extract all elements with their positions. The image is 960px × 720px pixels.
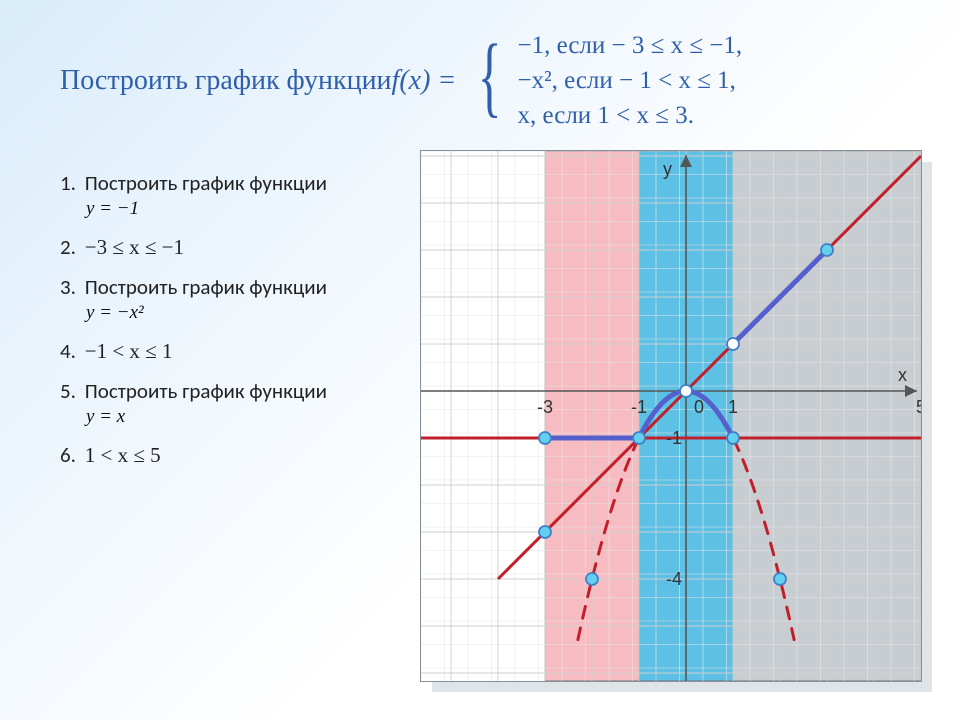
svg-text:-4: -4	[666, 569, 682, 589]
list-item: 1. Построить график функции y = −1	[60, 170, 400, 220]
chart: y x -3 -1 0 1 5 -1 -4	[420, 150, 920, 680]
case-line: −x², если − 1 < x ≤ 1,	[518, 63, 743, 98]
chart-svg: y x -3 -1 0 1 5 -1 -4	[420, 150, 922, 682]
list-item: 3. Построить график функции y = −x²	[60, 274, 400, 324]
list-item: 4. −1 < x ≤ 1	[60, 338, 400, 364]
brace-icon: {	[478, 42, 502, 112]
list-item: 6. 1 < x ≤ 5	[60, 442, 400, 468]
svg-text:-1: -1	[666, 428, 682, 448]
svg-text:-3: -3	[537, 397, 553, 417]
list-item: 2. −3 ≤ x ≤ −1	[60, 234, 400, 260]
svg-text:y: y	[663, 159, 672, 179]
page-title: Построить график функции f(x) = { −1, ес…	[60, 28, 920, 133]
svg-text:-1: -1	[631, 397, 647, 417]
title-fx: f(x) =	[392, 62, 457, 100]
svg-text:5: 5	[916, 397, 922, 417]
case-line: x, если 1 < x ≤ 3.	[518, 98, 743, 133]
list-item: 5. Построить график функции y = x	[60, 378, 400, 428]
title-cases: −1, если − 3 ≤ x ≤ −1, −x², если − 1 < x…	[518, 28, 743, 133]
case-line: −1, если − 3 ≤ x ≤ −1,	[518, 28, 743, 63]
steps-list: 1. Построить график функции y = −1 2. −3…	[60, 170, 400, 482]
svg-text:1: 1	[728, 397, 738, 417]
svg-text:x: x	[898, 365, 907, 385]
title-lead: Построить график функции	[60, 62, 392, 100]
svg-text:0: 0	[694, 397, 704, 417]
